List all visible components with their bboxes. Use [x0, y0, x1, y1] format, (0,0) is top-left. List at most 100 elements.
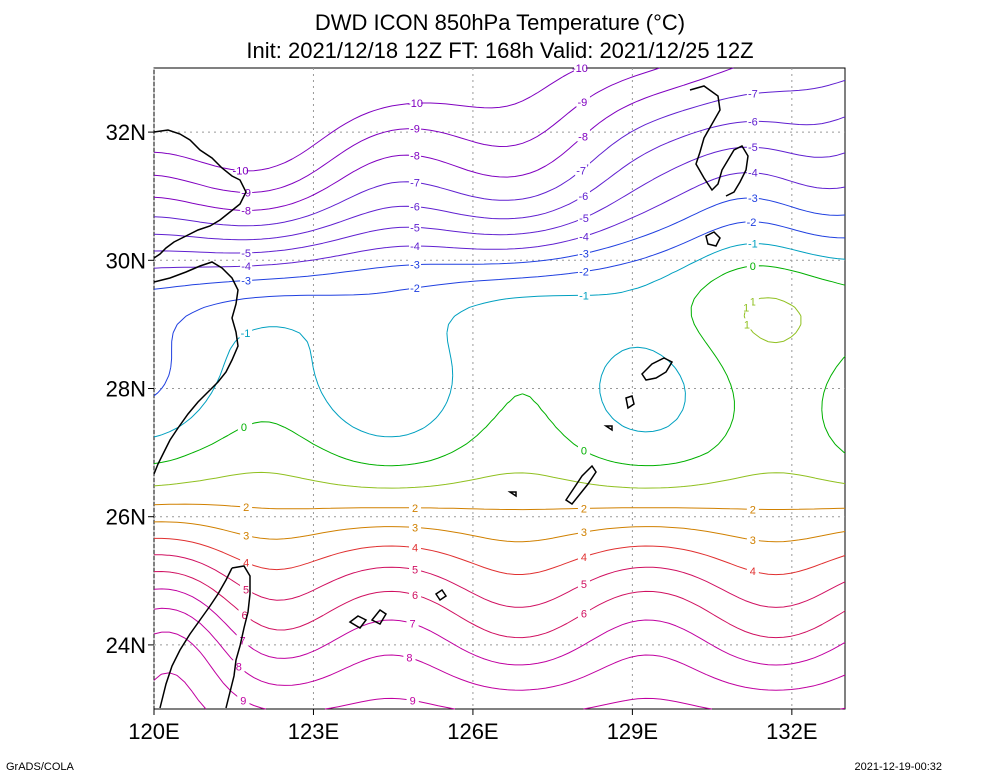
contour-label-bg [409, 588, 422, 600]
contour-label-bg [409, 541, 422, 553]
contour-label: 2 [243, 502, 249, 514]
contour-label-bg [577, 265, 590, 277]
contour-label-bg [746, 141, 759, 153]
contour-label-bg [577, 289, 590, 301]
contour-label-bg [406, 617, 419, 629]
contour-label-bg [409, 176, 422, 188]
contour-label-bg [740, 301, 753, 313]
contour-label-bg [577, 550, 590, 562]
contour-label-bg [240, 204, 253, 216]
contour-label-bg [238, 608, 251, 620]
contour-label: 3 [243, 530, 249, 542]
y-tick-label: 24N [106, 633, 146, 658]
contour-label-bg [740, 318, 753, 330]
contour-label: -9 [578, 97, 588, 109]
contour-label: 4 [243, 558, 249, 570]
contour-2 [153, 503, 846, 511]
contour-label: -10 [572, 63, 588, 75]
contour-5 [154, 554, 846, 608]
contour-label: -4 [748, 168, 758, 180]
contour-label: 5 [412, 565, 418, 577]
contour-label-bg [406, 694, 419, 706]
contour-0 [153, 265, 846, 467]
contour-label-bg [577, 577, 590, 589]
contour-label: -2 [579, 267, 589, 279]
x-tick-label: 126E [447, 719, 498, 744]
contour-6 [153, 571, 846, 639]
contour-label: -6 [410, 202, 420, 214]
small-islands [507, 395, 635, 498]
contour-label: 6 [412, 590, 418, 602]
contour-label-bg [577, 607, 590, 619]
contour-label: -10 [407, 98, 423, 110]
contour--10 [153, 67, 581, 172]
contour-label: -9 [410, 124, 420, 136]
contour--9 [153, 67, 660, 193]
footer-timestamp: 2021-12-19-00:32 [854, 761, 942, 773]
x-tick-label: 132E [766, 719, 817, 744]
contour-label: -5 [241, 248, 251, 260]
contour-label: 7 [240, 636, 246, 648]
china-coast [153, 129, 247, 259]
contour-label: 6 [242, 610, 248, 622]
contour-label: 3 [412, 522, 418, 534]
zhejiang-coast [153, 261, 239, 475]
contour-label-bg [232, 660, 245, 672]
contour-label-bg [409, 258, 422, 270]
contour-label: 3 [750, 535, 756, 547]
chart-title: DWD ICON 850hPa Temperature (°C) [314, 10, 686, 35]
contour-label: 0 [750, 261, 756, 273]
contour-label-bg [409, 97, 422, 109]
contour-label: -7 [748, 89, 758, 101]
contour-label-bg [573, 62, 586, 73]
contour-label: -4 [410, 241, 420, 253]
contour-label: 0 [581, 446, 587, 458]
contour-label-bg [409, 221, 422, 233]
contour-label: 9 [240, 695, 246, 707]
contour-label-bg [746, 166, 759, 178]
contour-label: 2 [412, 503, 418, 515]
contour-label-bg [409, 200, 422, 212]
x-tick-label: 129E [607, 719, 658, 744]
contour-3 [153, 521, 846, 543]
contour-8 [153, 607, 846, 691]
contour-label-bg [236, 634, 249, 646]
y-tick-label: 28N [106, 377, 146, 402]
contour--7 [153, 79, 846, 227]
contour-label-bg [746, 503, 759, 515]
contour-label: 9 [410, 695, 416, 707]
contour-label-bg [577, 247, 590, 259]
tanegashima [705, 231, 721, 247]
contour-label-bg [409, 149, 422, 161]
contour-label: -2 [410, 283, 420, 295]
contour-label: -3 [579, 249, 589, 261]
contour-label-bg [240, 246, 253, 258]
contour-label-bg [746, 192, 759, 204]
contour-label-bg [409, 563, 422, 575]
kyushu-coast [689, 85, 749, 197]
chart-subtitle: Init: 2021/12/18 12Z FT: 168h Valid: 202… [246, 38, 754, 63]
y-tick-label: 30N [106, 248, 146, 273]
contour-label-bg [409, 282, 422, 294]
contour-label-bg [746, 237, 759, 249]
contour-label-bg [240, 501, 253, 513]
contour-label-bg [240, 583, 253, 595]
contour-label-bg [576, 96, 589, 108]
contour-label-bg [577, 130, 590, 142]
contour-label: -8 [578, 131, 588, 143]
okinawa-island [564, 464, 597, 506]
contour-label: -5 [579, 213, 589, 225]
contour-label: 3 [581, 527, 587, 539]
contour--5 [153, 146, 846, 254]
contour-label-bg [409, 240, 422, 252]
contour-label-bg [746, 87, 759, 99]
contour-label: -1 [241, 328, 251, 340]
contour-label: -1 [748, 239, 758, 251]
contour-label-bg [409, 521, 422, 533]
contour-label-bg [403, 651, 416, 663]
contour-label: 7 [410, 619, 416, 631]
contour-label: -3 [241, 276, 251, 288]
coastlines [153, 85, 749, 709]
contour-label: 4 [412, 543, 418, 555]
contour-label: -8 [410, 151, 420, 163]
